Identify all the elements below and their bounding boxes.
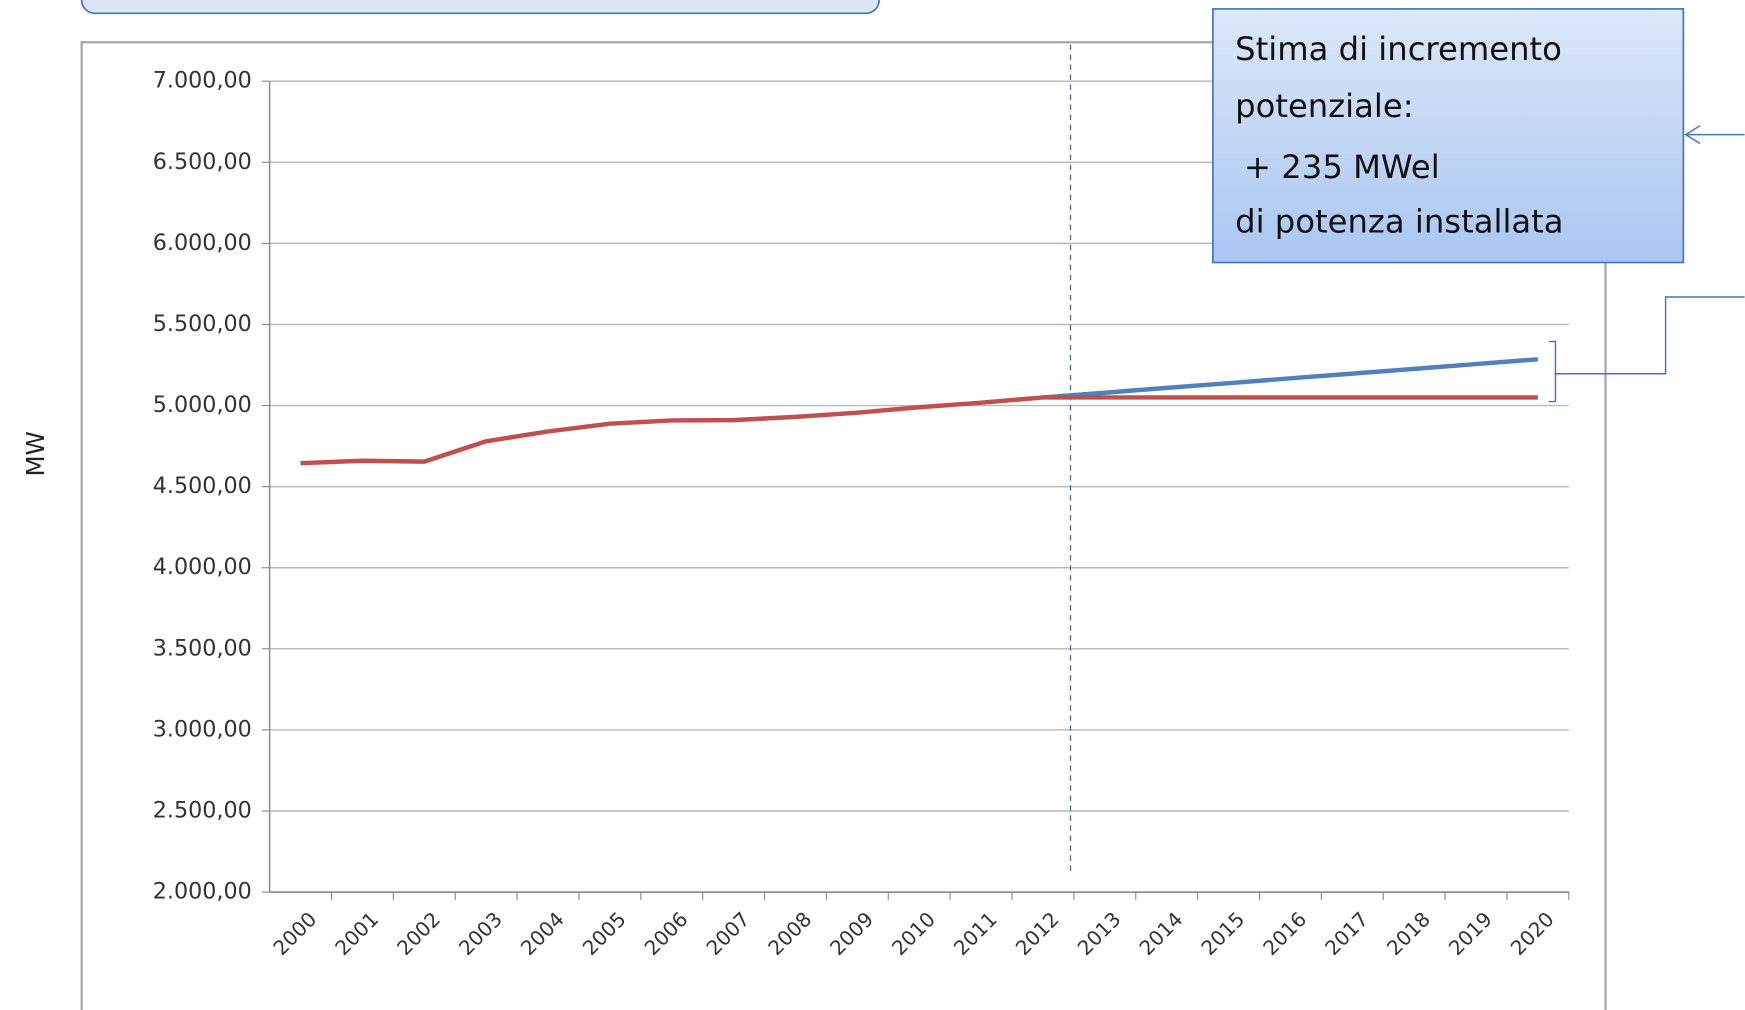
annotation-line: Stima di incremento bbox=[1235, 30, 1562, 68]
annotation-line: potenziale: bbox=[1235, 87, 1413, 125]
y-tick-label: 3.000,00 bbox=[153, 716, 252, 742]
annotation-line: di potenza installata bbox=[1235, 203, 1563, 241]
y-tick-label: 3.500,00 bbox=[153, 635, 252, 661]
y-tick-label: 2.000,00 bbox=[153, 879, 252, 905]
series-line bbox=[300, 395, 1538, 466]
annotation-line: + 235 MWel bbox=[1244, 148, 1440, 186]
y-tick-label: 4.000,00 bbox=[153, 554, 252, 580]
series-line bbox=[1042, 357, 1539, 400]
y-tick-label: 5.500,00 bbox=[153, 311, 252, 337]
y-tick-label: 6.000,00 bbox=[153, 230, 252, 256]
y-axis-label: MW bbox=[21, 431, 50, 476]
arrow bbox=[1684, 125, 1745, 145]
annotation-box bbox=[1212, 8, 1685, 264]
y-tick-label: 2.500,00 bbox=[153, 798, 252, 824]
bracket bbox=[1548, 296, 1745, 403]
y-tick-label: 4.500,00 bbox=[153, 473, 252, 499]
y-tick-label: 7.000,00 bbox=[153, 68, 252, 94]
y-tick-label: 6.500,00 bbox=[153, 149, 252, 175]
top-box bbox=[80, 0, 881, 15]
y-tick-label: 5.000,00 bbox=[153, 392, 252, 418]
